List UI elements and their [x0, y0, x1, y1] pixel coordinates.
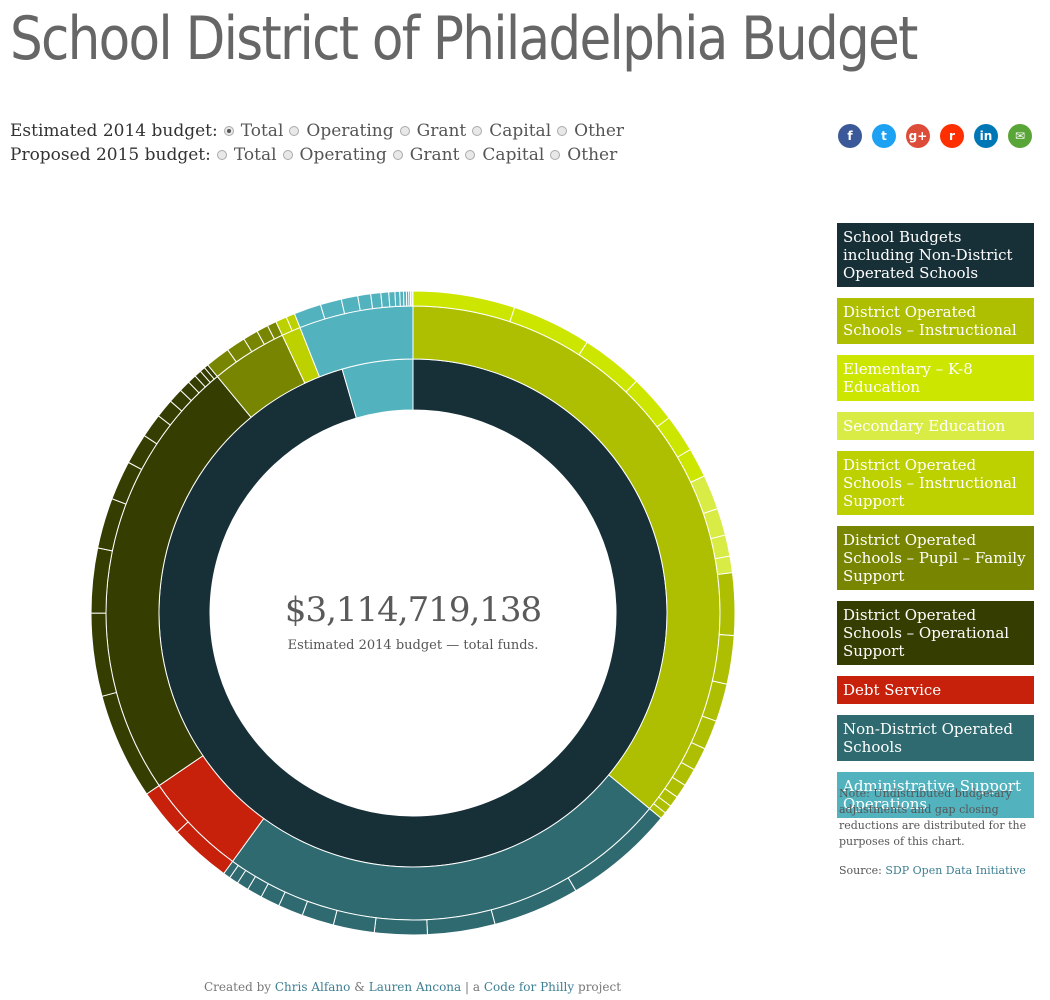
estimated-2014-option-other[interactable]: Other: [557, 121, 624, 141]
estimated-2014-radio-other[interactable]: [557, 126, 568, 136]
estimated-2014-radio-operating[interactable]: [289, 126, 300, 136]
legend-item-3[interactable]: Secondary Education: [837, 412, 1034, 440]
proposed-2015-option-grant[interactable]: Grant: [392, 145, 460, 165]
legend-item-1[interactable]: District Operated Schools – Instructiona…: [837, 298, 1034, 344]
outer-ring-slice-8-2[interactable]: [340, 295, 361, 315]
proposed-2015-budget-selector: Proposed 2015 budget: Total Operating Gran…: [10, 145, 623, 165]
footer: Created by Chris Alfano & Lauren Ancona …: [0, 980, 825, 994]
proposed-2015-option-label: Capital: [482, 145, 545, 165]
google-plus-icon[interactable]: g+: [906, 124, 930, 148]
footer-prefix: Created by: [203, 980, 272, 994]
legend-item-4[interactable]: District Operated Schools – Instructiona…: [837, 451, 1034, 515]
author-link-lauren-ancona[interactable]: Lauren Ancona: [368, 980, 462, 994]
estimated-2014-budget-selector: Estimated 2014 budget: Total Operating Gra…: [10, 121, 630, 141]
proposed-2015-option-operating[interactable]: Operating: [282, 145, 387, 165]
code-for-philly-link[interactable]: Code for Philly: [483, 980, 575, 994]
center-caption: Estimated 2014 budget — total funds.: [287, 638, 539, 653]
email-icon[interactable]: ✉: [1008, 124, 1032, 148]
outer-ring-slice-8-13[interactable]: [411, 290, 414, 307]
proposed-2015-radio-grant[interactable]: [392, 150, 403, 160]
reddit-icon[interactable]: r: [940, 124, 964, 148]
proposed-2015-radio-operating[interactable]: [282, 150, 293, 160]
estimated-2014-option-total[interactable]: Total: [223, 121, 284, 141]
proposed-2015-option-label: Grant: [409, 145, 460, 165]
legend-item-9[interactable]: Administrative Support Operations: [837, 772, 1034, 818]
legend-item-5[interactable]: District Operated Schools – Pupil – Fami…: [837, 526, 1034, 590]
proposed-2015-option-total[interactable]: Total: [216, 145, 277, 165]
page-title: School District of Philadelphia Budget: [10, 4, 918, 74]
estimated-2014-option-label: Total: [240, 121, 284, 141]
legend-item-2[interactable]: Elementary – K-8 Education: [837, 355, 1034, 401]
legend-item-8[interactable]: Non-District Operated Schools: [837, 715, 1034, 761]
footer-suffix: project: [578, 980, 622, 994]
proposed-2015-option-label: Operating: [299, 145, 387, 165]
twitter-icon[interactable]: t: [872, 124, 896, 148]
estimated-2014-option-label: Other: [574, 121, 625, 141]
proposed-2015-label: Proposed 2015 budget:: [10, 145, 211, 165]
legend: School Budgets including Non-District Op…: [837, 223, 1034, 829]
legend-item-7[interactable]: Debt Service: [837, 676, 1034, 704]
footer-amp: &: [354, 980, 365, 994]
estimated-2014-radio-capital[interactable]: [472, 126, 483, 136]
estimated-2014-option-label: Grant: [416, 121, 467, 141]
footer-mid: | a: [465, 980, 481, 994]
estimated-2014-option-label: Capital: [489, 121, 552, 141]
outer-ring-slice-1-3[interactable]: [714, 555, 734, 576]
proposed-2015-radio-total[interactable]: [216, 150, 227, 160]
budget-sunburst-chart: [90, 290, 736, 936]
share-bar: f t g+ r in ✉: [838, 124, 1042, 148]
source-label: Source:: [839, 864, 882, 877]
proposed-2015-radio-capital[interactable]: [465, 150, 476, 160]
estimated-2014-option-capital[interactable]: Capital: [472, 121, 551, 141]
facebook-icon[interactable]: f: [838, 124, 862, 148]
proposed-2015-radio-other[interactable]: [550, 150, 561, 160]
estimated-2014-option-label: Operating: [306, 121, 394, 141]
estimated-2014-radio-total[interactable]: [223, 126, 234, 136]
source-line: Source: SDP Open Data Initiative: [839, 864, 1026, 877]
outer-ring-slice-2-0[interactable]: [717, 572, 736, 637]
center-total-value: $3,114,719,138: [284, 590, 542, 630]
chart-note: Note: Undistributed budgetary adjustment…: [839, 787, 1027, 848]
estimated-2014-option-grant[interactable]: Grant: [399, 121, 467, 141]
estimated-2014-radio-grant[interactable]: [399, 126, 410, 136]
estimated-2014-label: Estimated 2014 budget:: [10, 121, 218, 141]
estimated-2014-option-operating[interactable]: Operating: [289, 121, 394, 141]
linkedin-icon[interactable]: in: [974, 124, 998, 148]
outer-ring-slice-8-3[interactable]: [357, 293, 374, 312]
legend-item-0[interactable]: School Budgets including Non-District Op…: [837, 223, 1034, 287]
legend-item-6[interactable]: District Operated Schools – Operational …: [837, 601, 1034, 665]
proposed-2015-option-label: Total: [233, 145, 277, 165]
author-link-chris-alfano[interactable]: Chris Alfano: [274, 980, 351, 994]
source-link[interactable]: SDP Open Data Initiative: [885, 864, 1026, 877]
proposed-2015-option-label: Other: [567, 145, 618, 165]
outer-ring-slice-3-3[interactable]: [373, 917, 428, 936]
proposed-2015-option-other[interactable]: Other: [550, 145, 617, 165]
proposed-2015-option-capital[interactable]: Capital: [465, 145, 544, 165]
